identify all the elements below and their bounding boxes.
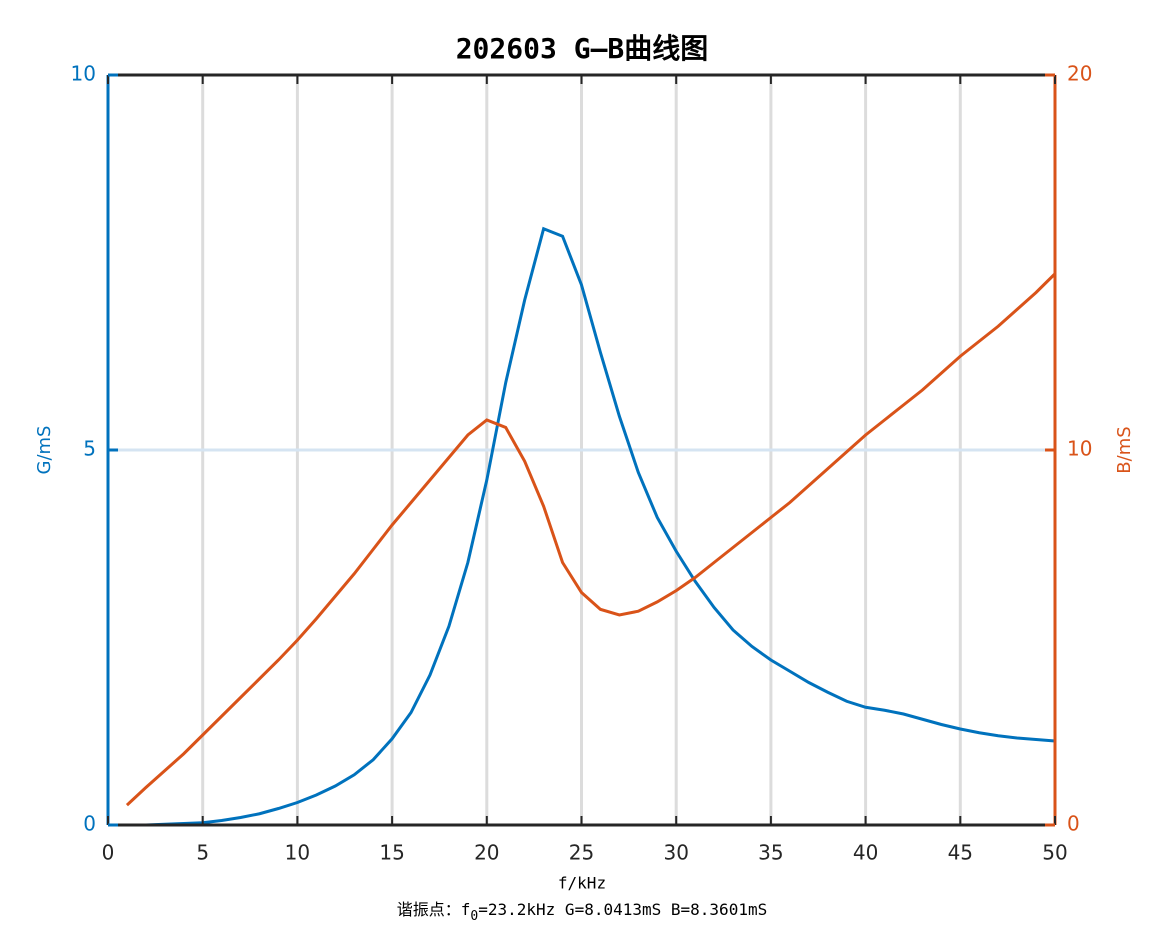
y2-tick-label: 0 [1067, 812, 1080, 836]
line-series [126, 226, 1056, 827]
x-tick-label: 45 [948, 841, 973, 865]
x-tick-label: 40 [853, 841, 878, 865]
x-axis-label: f/kHz [558, 874, 606, 893]
y-axis-label: G/mS [34, 426, 55, 475]
annotation-suffix: =23.2kHz G=8.0413mS B=8.3601mS [478, 900, 767, 919]
x-tick-label: 30 [663, 841, 688, 865]
chart-title: 202603 G—B曲线图 [456, 32, 709, 65]
x-tick-label: 0 [102, 841, 115, 865]
y2-axis-label: B/mS [1114, 426, 1135, 473]
x-tick-label: 10 [285, 841, 310, 865]
x-tick-label: 20 [474, 841, 499, 865]
y-tick-label: 5 [83, 437, 96, 461]
line-series [125, 272, 1057, 807]
x-tick-label: 15 [379, 841, 404, 865]
y-tick-label: 10 [71, 62, 96, 86]
y2-tick-label: 20 [1067, 62, 1092, 86]
x-tick-label: 35 [758, 841, 783, 865]
x-tick-label: 50 [1042, 841, 1067, 865]
y-tick-label: 0 [83, 812, 96, 836]
x-tick-label: 5 [196, 841, 209, 865]
y2-tick-label: 10 [1067, 437, 1092, 461]
annotation-subscript: 0 [470, 909, 478, 924]
annotation: 谐振点：f0=23.2kHz G=8.0413mS B=8.3601mS [397, 900, 767, 924]
annotation-prefix: 谐振点：f [397, 900, 471, 919]
x-tick-label: 25 [569, 841, 594, 865]
